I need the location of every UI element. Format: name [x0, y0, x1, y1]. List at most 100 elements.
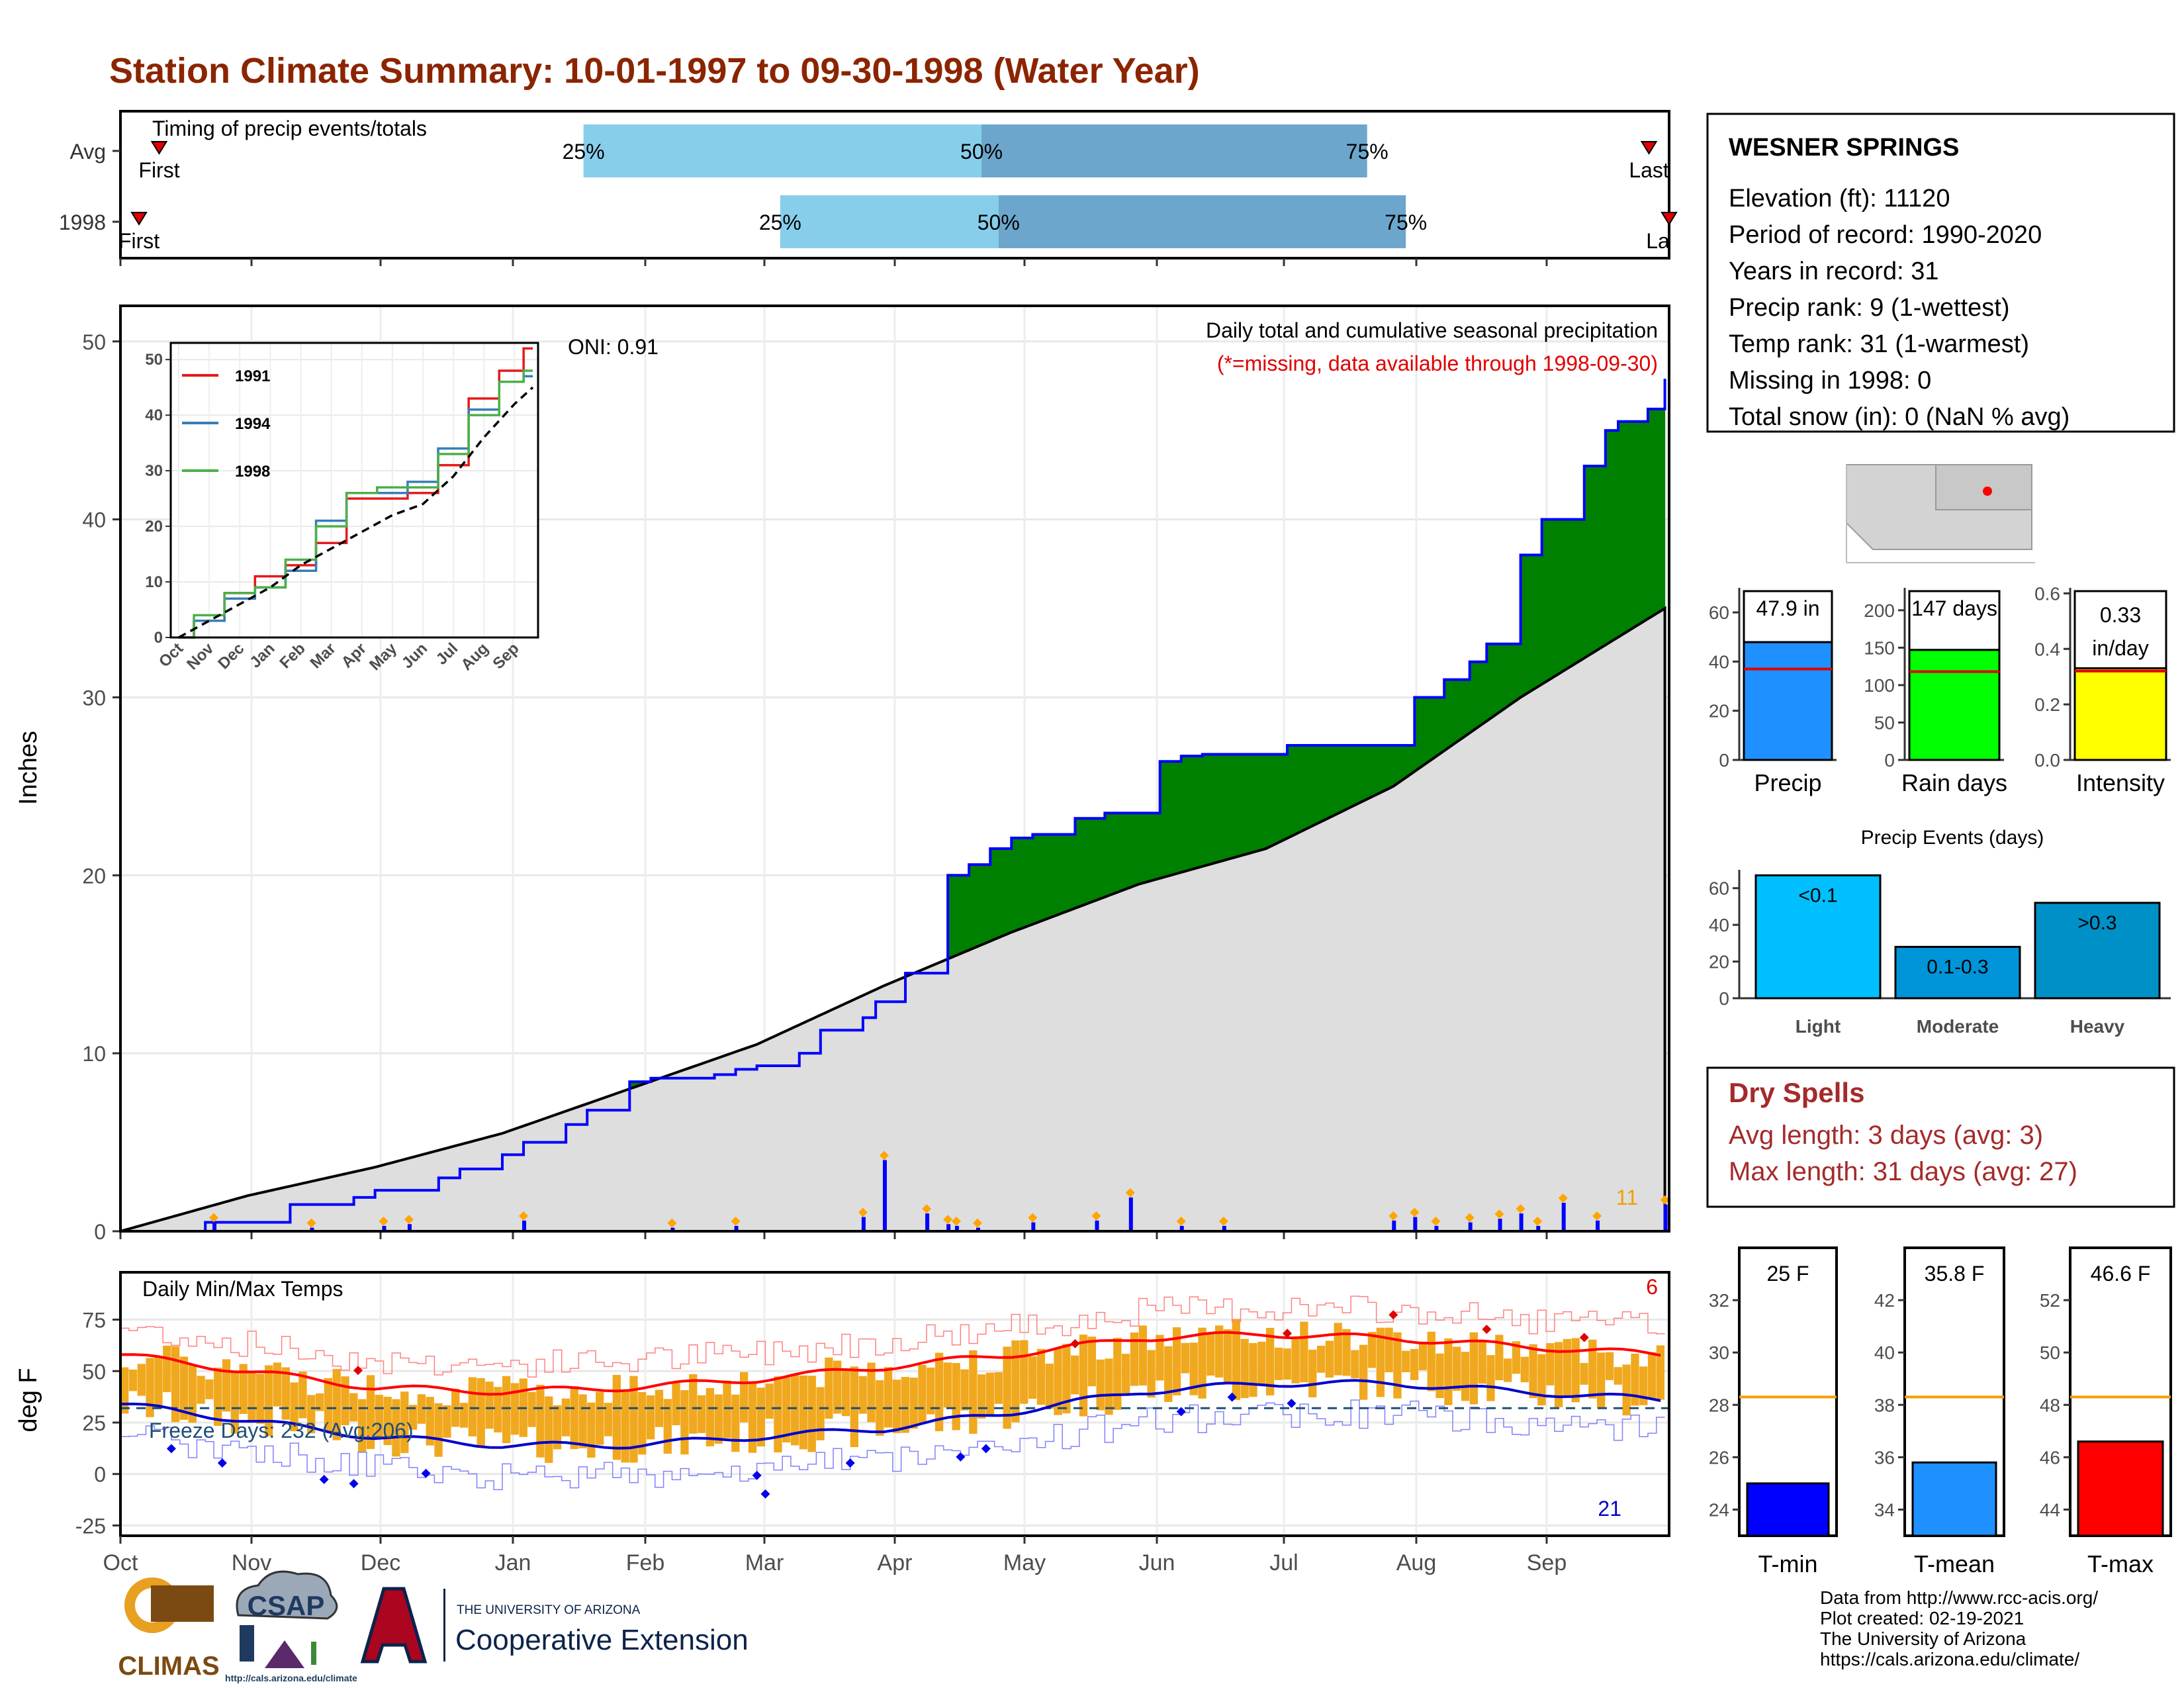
station-info-line: Years in record: 31 — [1729, 258, 1939, 285]
daily-temp-bar — [1367, 1332, 1377, 1368]
daily-precip-bar — [1031, 1222, 1036, 1231]
events-bar-label: 0.1-0.3 — [1927, 956, 1988, 978]
dry-spells-box: Dry Spells Avg length: 3 days (avg: 3) M… — [1706, 1066, 2175, 1208]
diff-band — [1461, 679, 1466, 739]
daily-temp-bar — [468, 1377, 477, 1436]
diff-band — [1529, 555, 1534, 692]
diff-band — [964, 875, 970, 952]
daily-temp-bar — [943, 1362, 952, 1408]
daily-temp-bar — [205, 1379, 214, 1399]
daily-temp-bar — [1597, 1352, 1606, 1409]
daily-temp-bar — [1512, 1341, 1521, 1374]
daily-temp-bar — [383, 1396, 392, 1445]
summary-label-box — [1908, 590, 2001, 651]
diff-band — [1202, 754, 1207, 867]
daily-precip-bar — [1519, 1213, 1524, 1231]
summary-ytick-label: 60 — [1709, 602, 1729, 623]
daily-temp-bar — [705, 1387, 715, 1446]
diff-band — [1584, 465, 1589, 659]
summary-ytick-label: 0.4 — [2034, 639, 2060, 659]
timing-p25-label: 25% — [759, 211, 801, 234]
daily-temp-bar — [994, 1372, 1003, 1404]
daily-temp-bar — [434, 1403, 443, 1457]
daily-precip-marker — [1660, 1195, 1670, 1205]
temp-summary-ytick-label: 52 — [2040, 1290, 2060, 1311]
daily-precip-bar — [1434, 1225, 1439, 1231]
record-high-count: 6 — [1646, 1275, 1658, 1299]
daily-temp-bar — [197, 1376, 205, 1404]
diff-band — [1079, 818, 1084, 907]
diff-band — [1550, 519, 1555, 679]
events-category-label: Heavy — [2070, 1016, 2125, 1037]
daily-temp-bar — [604, 1403, 613, 1436]
daily-temp-bar — [1172, 1327, 1181, 1395]
temp-ytick-label: 50 — [82, 1360, 106, 1383]
inset-legend-label: 1994 — [235, 415, 271, 433]
temp-summary-ytick-label: 40 — [1874, 1342, 1895, 1363]
diff-band — [1614, 430, 1619, 640]
diff-band — [1198, 756, 1203, 868]
daily-temp-bar — [1265, 1327, 1275, 1395]
diff-band — [969, 865, 974, 951]
daily-precip-marker — [973, 1218, 983, 1228]
footer-credits: Data from http://www.rcc-acis.org/Plot c… — [1820, 1587, 2098, 1669]
diff-band — [1117, 813, 1122, 892]
diff-band — [1367, 745, 1373, 799]
daily-temp-bar — [1283, 1348, 1291, 1380]
daily-temp-bar — [1215, 1325, 1224, 1378]
diff-band — [1559, 519, 1564, 674]
ua-big-text: Cooperative Extension — [455, 1624, 749, 1656]
daily-precip-bar — [1095, 1220, 1099, 1231]
diff-band — [1011, 837, 1017, 933]
daily-temp-bar — [1096, 1359, 1105, 1411]
main-ytick-label: 0 — [94, 1220, 106, 1244]
footer-line: Plot created: 02-19-2021 — [1820, 1608, 2024, 1628]
diff-band — [1058, 834, 1063, 915]
precip-panel: 0 10 20 30 40 50 Inches ONI: 0.91 Daily total… — [15, 305, 1670, 1244]
daily-precip-bar — [1222, 1225, 1226, 1231]
diff-band — [1130, 813, 1135, 888]
summary-bar — [1743, 641, 1833, 761]
daily-temp-bar — [841, 1368, 850, 1417]
daily-precip-marker — [858, 1207, 868, 1217]
daily-temp-bar — [120, 1367, 129, 1414]
diff-band — [1330, 745, 1335, 818]
daily-temp-bar — [477, 1378, 485, 1447]
footer-line: https://cals.arizona.edu/climate/ — [1820, 1649, 2079, 1669]
diff-band — [1219, 754, 1224, 862]
inset-frame — [169, 342, 539, 639]
daily-temp-bar — [790, 1374, 799, 1446]
diff-band — [1469, 661, 1475, 733]
record-high-marker — [1070, 1338, 1080, 1348]
daily-precip-marker — [1431, 1216, 1441, 1226]
record-high-marker — [1388, 1310, 1398, 1320]
daily-precip-marker — [667, 1218, 677, 1228]
temp-summary-ytick-label: 38 — [1874, 1395, 1895, 1415]
diff-band — [1363, 745, 1369, 801]
diff-band — [1126, 813, 1131, 890]
diff-band — [1121, 813, 1126, 891]
avg-max-line — [120, 1331, 1661, 1396]
diff-band — [1622, 421, 1627, 635]
daily-temp-bar — [918, 1365, 927, 1424]
record-low-count: 21 — [1598, 1497, 1621, 1521]
daily-temp-bar — [1418, 1342, 1428, 1370]
daily-temp-bar — [901, 1377, 909, 1433]
main-ytick-label: 50 — [82, 330, 106, 354]
inset-ytick-label: 0 — [154, 629, 163, 647]
diff-band — [960, 875, 966, 954]
diff-band — [1228, 754, 1233, 860]
diff-band — [1168, 761, 1173, 876]
ua-logo: THE UNIVERSITY OF ARIZONA Cooperative Ex… — [360, 1587, 749, 1664]
diff-band — [1597, 465, 1602, 651]
daily-temp-bar — [1189, 1342, 1198, 1395]
diff-band — [1066, 834, 1071, 912]
month-label: Dec — [361, 1550, 400, 1575]
diff-band — [1177, 761, 1182, 874]
daily-temp-bar — [1503, 1358, 1512, 1382]
temp-summary-value-label: 25 F — [1766, 1262, 1809, 1286]
daily-temp-bar — [927, 1367, 935, 1415]
station-info-box: WESNER SPRINGS Elevation (ft): 11120 Peri… — [1706, 113, 2175, 433]
temp-summary-ytick-label: 50 — [2040, 1342, 2060, 1363]
diff-band — [1575, 519, 1580, 664]
